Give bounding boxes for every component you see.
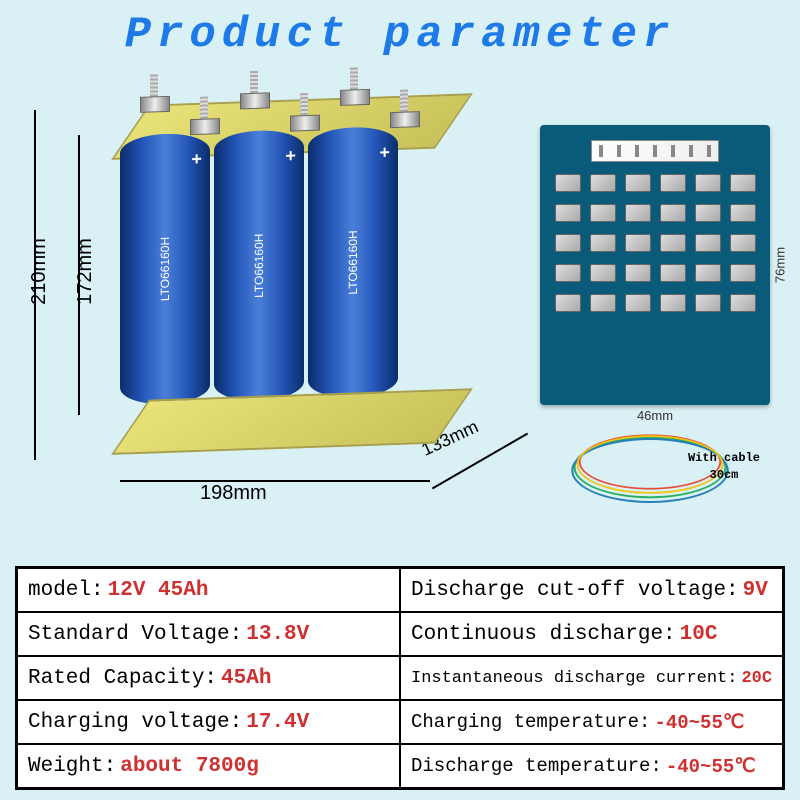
terminal-bolt: [340, 67, 368, 108]
spec-value: 45Ah: [221, 667, 271, 690]
spec-row: Standard Voltage:13.8V: [17, 612, 400, 656]
spec-row: Instantaneous discharge current:20C: [400, 656, 783, 700]
pcb-height-label: 76mm: [772, 247, 787, 283]
cable-illustration: With cable 30cm: [540, 430, 760, 520]
battery-cell: + LTO66160H: [120, 132, 210, 405]
spec-value: 20C: [741, 669, 772, 688]
terminal-bolt: [390, 89, 418, 130]
battery-cell: + LTO66160H: [214, 129, 304, 402]
pcb-row: [550, 204, 760, 222]
spec-value: 9V: [743, 579, 768, 602]
spec-value: 10C: [680, 623, 718, 646]
spec-row: Weight:about 7800g: [17, 744, 400, 788]
spec-row: Charging voltage:17.4V: [17, 700, 400, 744]
battery-cell: + LTO66160H: [308, 126, 398, 399]
pcb-connector: [591, 140, 719, 162]
spec-label: Continuous discharge:: [411, 623, 676, 646]
spec-row: model:12V 45Ah: [17, 568, 400, 612]
cell-row: + LTO66160H + LTO66160H + LTO66160H: [120, 126, 398, 406]
pcb-row: [550, 174, 760, 192]
spec-table: model:12V 45Ah Discharge cut-off voltage…: [15, 566, 785, 790]
spec-label: Weight:: [28, 755, 116, 778]
cell-label: LTO66160H: [252, 233, 266, 298]
polarity-mark: +: [191, 151, 202, 171]
cable-caption: With cable 30cm: [688, 450, 760, 484]
spec-row: Rated Capacity:45Ah: [17, 656, 400, 700]
spec-label: Charging voltage:: [28, 711, 242, 734]
spec-value: about 7800g: [120, 755, 259, 778]
spec-label: model:: [28, 579, 104, 602]
arrow-vline2: [78, 135, 80, 415]
terminal-bolt: [190, 96, 218, 137]
polarity-mark: +: [379, 144, 390, 164]
cell-label: LTO66160H: [346, 230, 360, 295]
arrow-vline: [34, 110, 36, 460]
spec-label: Rated Capacity:: [28, 667, 217, 690]
pcb-row: [550, 234, 760, 252]
pcb-board: 46mm 76mm: [540, 125, 770, 405]
battery-pack: + LTO66160H + LTO66160H + LTO66160H: [100, 74, 460, 457]
polarity-mark: +: [285, 147, 296, 167]
cable-caption-line2: 30cm: [688, 467, 760, 484]
spec-row: Discharge cut-off voltage:9V: [400, 568, 783, 612]
spec-value: 12V 45Ah: [108, 579, 209, 602]
spec-label: Charging temperature:: [411, 711, 650, 733]
terminal-bolt: [140, 74, 168, 115]
spec-value: -40~55℃: [654, 711, 744, 734]
pcb-row: [550, 264, 760, 282]
product-illustration: 210mm 172mm 198mm 133mm +LTO66160H +LTO6…: [0, 60, 800, 510]
spec-value: 17.4V: [246, 711, 309, 734]
bottom-plate: [111, 388, 473, 455]
spec-row: Continuous discharge:10C: [400, 612, 783, 656]
spec-label: Instantaneous discharge current:: [411, 669, 737, 688]
spec-value: 13.8V: [246, 623, 309, 646]
spec-row: Charging temperature:-40~55℃: [400, 700, 783, 744]
cable-caption-line1: With cable: [688, 450, 760, 467]
spec-row: Discharge temperature:-40~55℃: [400, 744, 783, 788]
spec-label: Discharge cut-off voltage:: [411, 579, 739, 602]
cell-label: LTO66160H: [158, 237, 172, 302]
pcb-width-label: 46mm: [637, 408, 673, 423]
terminal-bolt: [240, 70, 268, 111]
arrow-hline: [120, 480, 430, 482]
spec-label: Standard Voltage:: [28, 623, 242, 646]
pcb-row: [550, 294, 760, 312]
dim-total-height: 210mm: [28, 238, 51, 305]
spec-value: -40~55℃: [666, 755, 756, 778]
page-title: Product parameter: [0, 0, 800, 60]
terminal-bolt: [290, 93, 318, 134]
dim-width: 198mm: [200, 482, 267, 505]
spec-label: Discharge temperature:: [411, 755, 662, 777]
